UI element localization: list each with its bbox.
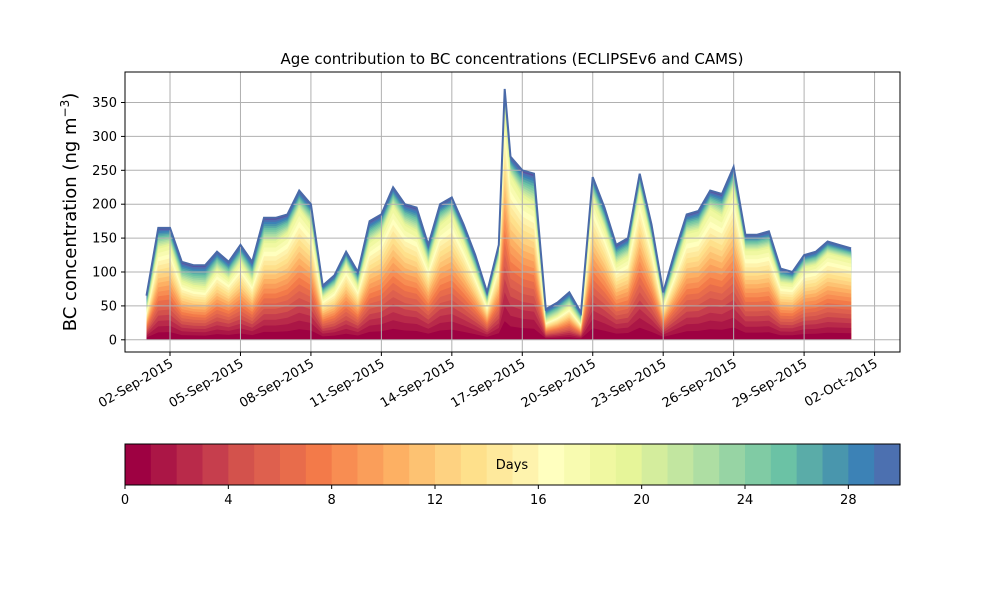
colorbar-bin bbox=[254, 444, 281, 485]
x-tick-label: 20-Sep-2015 bbox=[519, 356, 599, 411]
plot-area: 0 50 100 150 200 250 300 350 02-Sep-201505-Sep-… bbox=[92, 71, 901, 411]
colorbar: Days 0 4 8 12 16 20 24 28 bbox=[121, 443, 901, 508]
age-layer-2 bbox=[146, 292, 852, 340]
total-concentration-line bbox=[145, 88, 852, 316]
colorbar-tick-label: 24 bbox=[737, 493, 754, 508]
y-axis-label-text: BC concentration (ng m bbox=[60, 117, 81, 331]
colorbar-bin bbox=[719, 444, 746, 485]
colorbar-tick-label: 12 bbox=[427, 493, 444, 508]
x-tick-label: 17-Sep-2015 bbox=[448, 356, 528, 411]
y-tick-label: 50 bbox=[100, 299, 117, 314]
x-axis: 02-Sep-201505-Sep-201508-Sep-201511-Sep-… bbox=[96, 352, 881, 411]
colorbar-frame bbox=[124, 443, 901, 486]
colorbar-bin bbox=[280, 444, 307, 485]
colorbar-bin bbox=[745, 444, 772, 485]
colorbar-tick-label: 16 bbox=[530, 493, 547, 508]
colorbar-bin bbox=[331, 444, 359, 485]
colorbar-bin bbox=[874, 444, 901, 485]
colorbar-bin bbox=[848, 444, 875, 485]
colorbar-bin bbox=[357, 444, 384, 485]
colorbar-tick-label: 20 bbox=[633, 493, 650, 508]
y-tick-label: 0 bbox=[109, 333, 117, 348]
colorbar-tick-label: 4 bbox=[224, 493, 232, 508]
colorbar-ticks: 0 4 8 12 16 20 24 28 bbox=[121, 485, 857, 508]
y-tick-label: 150 bbox=[92, 232, 117, 247]
x-tick-label: 11-Sep-2015 bbox=[308, 356, 388, 411]
colorbar-bin bbox=[150, 444, 178, 485]
chart-title: Age contribution to BC concentrations (E… bbox=[281, 50, 744, 68]
colorbar-tick-label: 8 bbox=[328, 493, 336, 508]
y-tick-label: 100 bbox=[92, 266, 117, 281]
y-tick-label: 250 bbox=[92, 164, 117, 179]
colorbar-bin bbox=[435, 444, 462, 485]
x-tick-label: 05-Sep-2015 bbox=[167, 356, 247, 411]
colorbar-tick-label: 28 bbox=[840, 493, 857, 508]
colorbar-bin bbox=[770, 444, 798, 485]
colorbar-bin bbox=[796, 444, 824, 485]
colorbar-bin bbox=[409, 444, 436, 485]
colorbar-bin bbox=[202, 444, 229, 485]
x-tick-label: 02-Sep-2015 bbox=[96, 356, 176, 411]
y-tick-label: 300 bbox=[92, 130, 117, 145]
y-axis: 0 50 100 150 200 250 300 350 bbox=[92, 96, 125, 348]
colorbar-bin bbox=[460, 444, 488, 485]
colorbar-bin bbox=[641, 444, 669, 485]
colorbar-bin bbox=[125, 444, 152, 485]
colorbar-bins bbox=[125, 444, 901, 485]
x-tick-label: 23-Sep-2015 bbox=[589, 356, 669, 411]
x-tick-label: 29-Sep-2015 bbox=[730, 356, 810, 411]
colorbar-bin bbox=[486, 444, 514, 485]
stacked-area-layers bbox=[146, 88, 852, 340]
axes-frame bbox=[124, 71, 901, 353]
grid bbox=[125, 72, 900, 352]
age-layer-0 bbox=[146, 321, 852, 340]
colorbar-tick-label: 0 bbox=[121, 493, 129, 508]
colorbar-bin bbox=[512, 444, 539, 485]
colorbar-bin bbox=[693, 444, 720, 485]
x-tick-label: 26-Sep-2015 bbox=[660, 356, 740, 411]
age-layer-1 bbox=[146, 306, 852, 340]
colorbar-bin bbox=[615, 444, 643, 485]
y-tick-label: 350 bbox=[92, 96, 117, 111]
y-axis-label-superscript: −3 bbox=[58, 100, 72, 118]
colorbar-bin bbox=[822, 444, 849, 485]
x-tick-label: 02-Oct-2015 bbox=[802, 356, 880, 410]
y-axis-label: BC concentration (ng m−3) bbox=[58, 93, 81, 332]
colorbar-bin bbox=[590, 444, 617, 485]
colorbar-bin bbox=[564, 444, 591, 485]
age-layer-3 bbox=[146, 279, 852, 340]
y-tick-label: 200 bbox=[92, 198, 117, 213]
colorbar-bin bbox=[305, 444, 333, 485]
colorbar-bin bbox=[228, 444, 255, 485]
y-axis-label-close: ) bbox=[60, 93, 81, 100]
x-tick-label: 14-Sep-2015 bbox=[378, 356, 458, 411]
colorbar-bin bbox=[176, 444, 204, 485]
colorbar-bin bbox=[538, 444, 565, 485]
colorbar-label: Days bbox=[496, 458, 529, 473]
colorbar-bin bbox=[667, 444, 694, 485]
colorbar-bin bbox=[383, 444, 410, 485]
x-tick-label: 08-Sep-2015 bbox=[237, 356, 317, 411]
